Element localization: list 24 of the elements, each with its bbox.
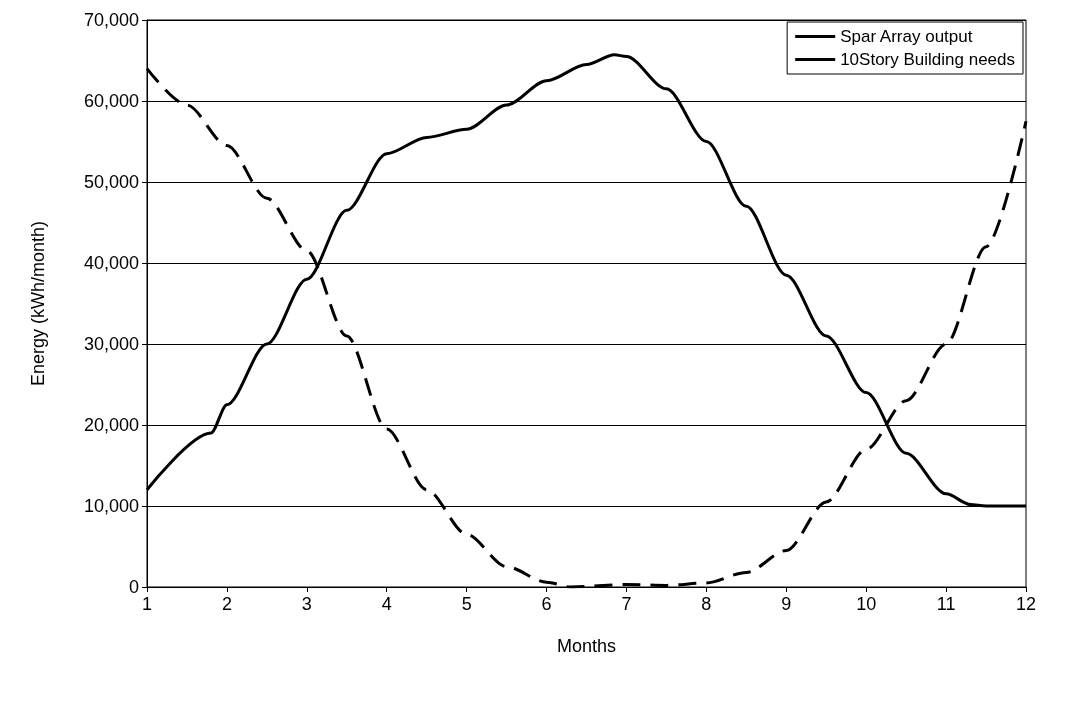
x-tick-label: 8 <box>701 594 712 614</box>
x-tick-label: 1 <box>141 594 153 614</box>
x-axis-title: Months <box>556 636 617 656</box>
y-axis-title: Energy (kWh/month) <box>28 220 48 387</box>
y-tick-label: 0 <box>128 577 139 597</box>
x-tick-label: 7 <box>621 594 632 614</box>
x-tick-label: 11 <box>936 594 956 614</box>
legend-label: Spar Array output <box>840 27 973 46</box>
y-tick-label: 20,000 <box>83 415 139 435</box>
x-tick-label: 10 <box>856 594 877 614</box>
y-tick-label: 10,000 <box>83 496 139 516</box>
y-tick-label: 40,000 <box>83 253 139 273</box>
x-tick-label: 12 <box>1015 594 1037 614</box>
x-tick-label: 5 <box>461 594 472 614</box>
y-tick-label: 30,000 <box>83 334 139 354</box>
x-tick-label: 6 <box>541 594 552 614</box>
y-tick-label: 50,000 <box>83 172 139 192</box>
x-tick-label: 9 <box>781 594 792 614</box>
x-tick-label: 3 <box>301 594 312 614</box>
y-tick-label: 60,000 <box>83 91 139 111</box>
y-tick-label: 70,000 <box>83 10 139 30</box>
x-tick-label: 4 <box>381 594 392 614</box>
x-tick-label: 2 <box>221 594 232 614</box>
legend-label: 10Story Building needs <box>840 50 1015 69</box>
